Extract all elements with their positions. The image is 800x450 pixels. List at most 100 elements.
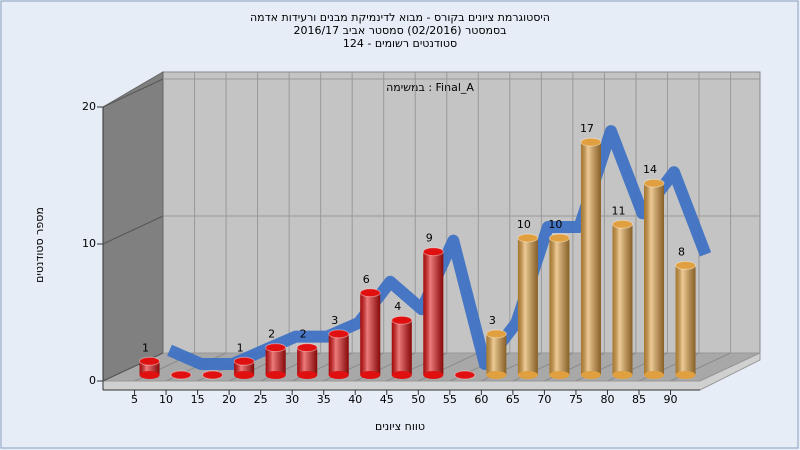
- bar-top: [265, 343, 287, 353]
- data-label: 4: [394, 300, 401, 313]
- data-label: 10: [517, 218, 531, 231]
- bar-bottom: [517, 371, 538, 379]
- bar-shading: [486, 333, 507, 375]
- bar-bottom: [675, 371, 696, 379]
- bar-bottom: [391, 371, 412, 379]
- back-wall: [162, 71, 761, 354]
- bar-bottom: [580, 371, 601, 379]
- bar: [643, 178, 665, 379]
- bar: [611, 219, 633, 379]
- bar-top: [233, 356, 255, 366]
- title-line: בסמסטר (02/2016) סמסטר אביב 2016/17: [293, 24, 506, 37]
- x-tick-label: 90: [664, 393, 678, 406]
- bar-shading: [675, 265, 696, 375]
- bar-shading: [612, 224, 633, 375]
- bar: [139, 356, 161, 379]
- data-label: 6: [363, 273, 370, 286]
- bar-shading: [328, 333, 349, 375]
- x-tick-label: 30: [285, 393, 299, 406]
- bar-top: [643, 178, 665, 188]
- data-label: 1: [237, 341, 244, 354]
- bar-top: [359, 288, 381, 298]
- bar: [359, 288, 381, 379]
- bar: [233, 356, 255, 379]
- bar-bottom: [423, 371, 444, 379]
- bar-bottom: [360, 371, 381, 379]
- bar-bottom: [297, 371, 318, 379]
- bar-top: [454, 370, 476, 380]
- data-label: 3: [489, 314, 496, 327]
- bar-bottom: [644, 371, 665, 379]
- x-tick-label: 40: [348, 393, 362, 406]
- x-tick-label: 35: [317, 393, 331, 406]
- data-label: 8: [678, 245, 685, 258]
- bar-top: [170, 370, 192, 380]
- bar-bottom: [486, 371, 507, 379]
- bar-top: [296, 343, 318, 353]
- data-label: 1: [142, 341, 149, 354]
- bar-top: [202, 370, 224, 380]
- x-tick-label: 80: [600, 393, 614, 406]
- bar-top: [675, 260, 697, 270]
- bar: [454, 370, 476, 380]
- x-tick-label: 85: [632, 393, 646, 406]
- x-tick-label: 70: [537, 393, 551, 406]
- x-tick-label: 20: [222, 393, 236, 406]
- bar: [202, 370, 224, 380]
- bar-top: [611, 219, 633, 229]
- bar-shading: [265, 347, 286, 375]
- y-axis-label: מספר סטודנטים: [33, 207, 46, 283]
- bar-top: [548, 233, 570, 243]
- x-tick-label: 55: [443, 393, 457, 406]
- x-tick-label: 15: [191, 393, 205, 406]
- bar: [170, 370, 192, 380]
- bar-top: [139, 356, 161, 366]
- x-tick-label: 75: [569, 393, 583, 406]
- y-tick-label: 20: [82, 100, 96, 113]
- bar-top: [485, 329, 507, 339]
- bar: [485, 329, 507, 379]
- left-wall: [102, 71, 164, 382]
- bar-bottom: [328, 371, 349, 379]
- x-axis-label: טווח ציונים: [375, 420, 425, 433]
- bar-shading: [423, 251, 444, 375]
- subtitle: במשימה : Final_A: [386, 81, 474, 94]
- x-tick-label: 50: [411, 393, 425, 406]
- bar: [328, 329, 350, 379]
- title-line: היסטוגרמת ציונים בקורס - מבוא לדינמיקת מ…: [250, 11, 550, 24]
- bar: [265, 343, 287, 379]
- bar-bottom: [265, 371, 286, 379]
- bar: [675, 260, 697, 379]
- bar-shading: [580, 142, 601, 375]
- data-label: 3: [331, 314, 338, 327]
- bar: [517, 233, 539, 379]
- bar-shading: [360, 292, 381, 375]
- data-label: 2: [300, 328, 307, 341]
- data-label: 10: [548, 218, 562, 231]
- data-label: 11: [611, 204, 625, 217]
- bar-bottom: [612, 371, 633, 379]
- bar-bottom: [549, 371, 570, 379]
- bar-top: [580, 137, 602, 147]
- y-tick-label: 10: [82, 237, 96, 250]
- x-tick-label: 25: [254, 393, 268, 406]
- bar-bottom: [234, 371, 255, 379]
- bar: [296, 343, 318, 379]
- bar-bottom: [139, 371, 160, 379]
- bar-top: [328, 329, 350, 339]
- bar-shading: [391, 320, 412, 375]
- data-label: 14: [643, 163, 657, 176]
- bar: [548, 233, 570, 379]
- grid-line: [102, 215, 164, 245]
- x-tick-label: 5: [131, 393, 138, 406]
- bar: [422, 247, 444, 379]
- bar-shading: [644, 183, 665, 375]
- x-tick-label: 60: [474, 393, 488, 406]
- bar: [580, 137, 602, 379]
- data-label: 2: [268, 328, 275, 341]
- bar-top: [517, 233, 539, 243]
- x-tick-label: 45: [380, 393, 394, 406]
- bar-top: [422, 247, 444, 257]
- data-label: 9: [426, 232, 433, 245]
